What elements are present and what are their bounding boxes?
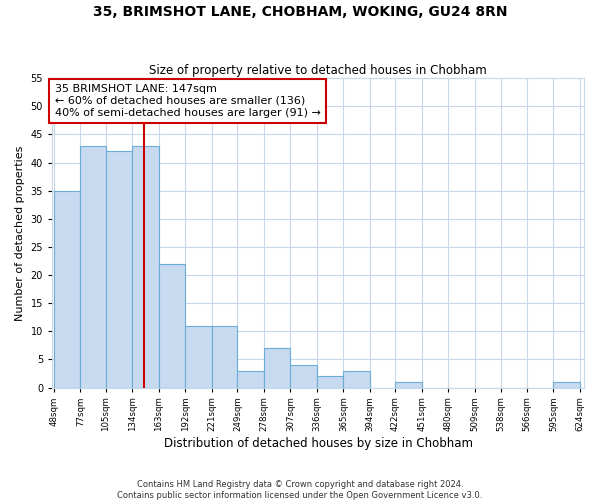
Bar [80, 146, 106, 388]
Bar [264, 348, 290, 388]
Bar [159, 264, 185, 388]
Bar [185, 326, 212, 388]
Bar [395, 382, 422, 388]
Text: 35 BRIMSHOT LANE: 147sqm
← 60% of detached houses are smaller (136)
40% of semi-: 35 BRIMSHOT LANE: 147sqm ← 60% of detach… [55, 84, 320, 117]
Bar [317, 376, 343, 388]
Bar [343, 370, 370, 388]
Bar [133, 146, 159, 388]
Bar [238, 370, 264, 388]
Bar [106, 152, 133, 388]
Text: 35, BRIMSHOT LANE, CHOBHAM, WOKING, GU24 8RN: 35, BRIMSHOT LANE, CHOBHAM, WOKING, GU24… [93, 5, 507, 19]
Title: Size of property relative to detached houses in Chobham: Size of property relative to detached ho… [149, 64, 487, 77]
Bar [212, 326, 238, 388]
X-axis label: Distribution of detached houses by size in Chobham: Distribution of detached houses by size … [164, 437, 473, 450]
Bar [553, 382, 580, 388]
Text: Contains HM Land Registry data © Crown copyright and database right 2024.
Contai: Contains HM Land Registry data © Crown c… [118, 480, 482, 500]
Bar [290, 365, 317, 388]
Y-axis label: Number of detached properties: Number of detached properties [15, 145, 25, 320]
Bar [54, 190, 80, 388]
